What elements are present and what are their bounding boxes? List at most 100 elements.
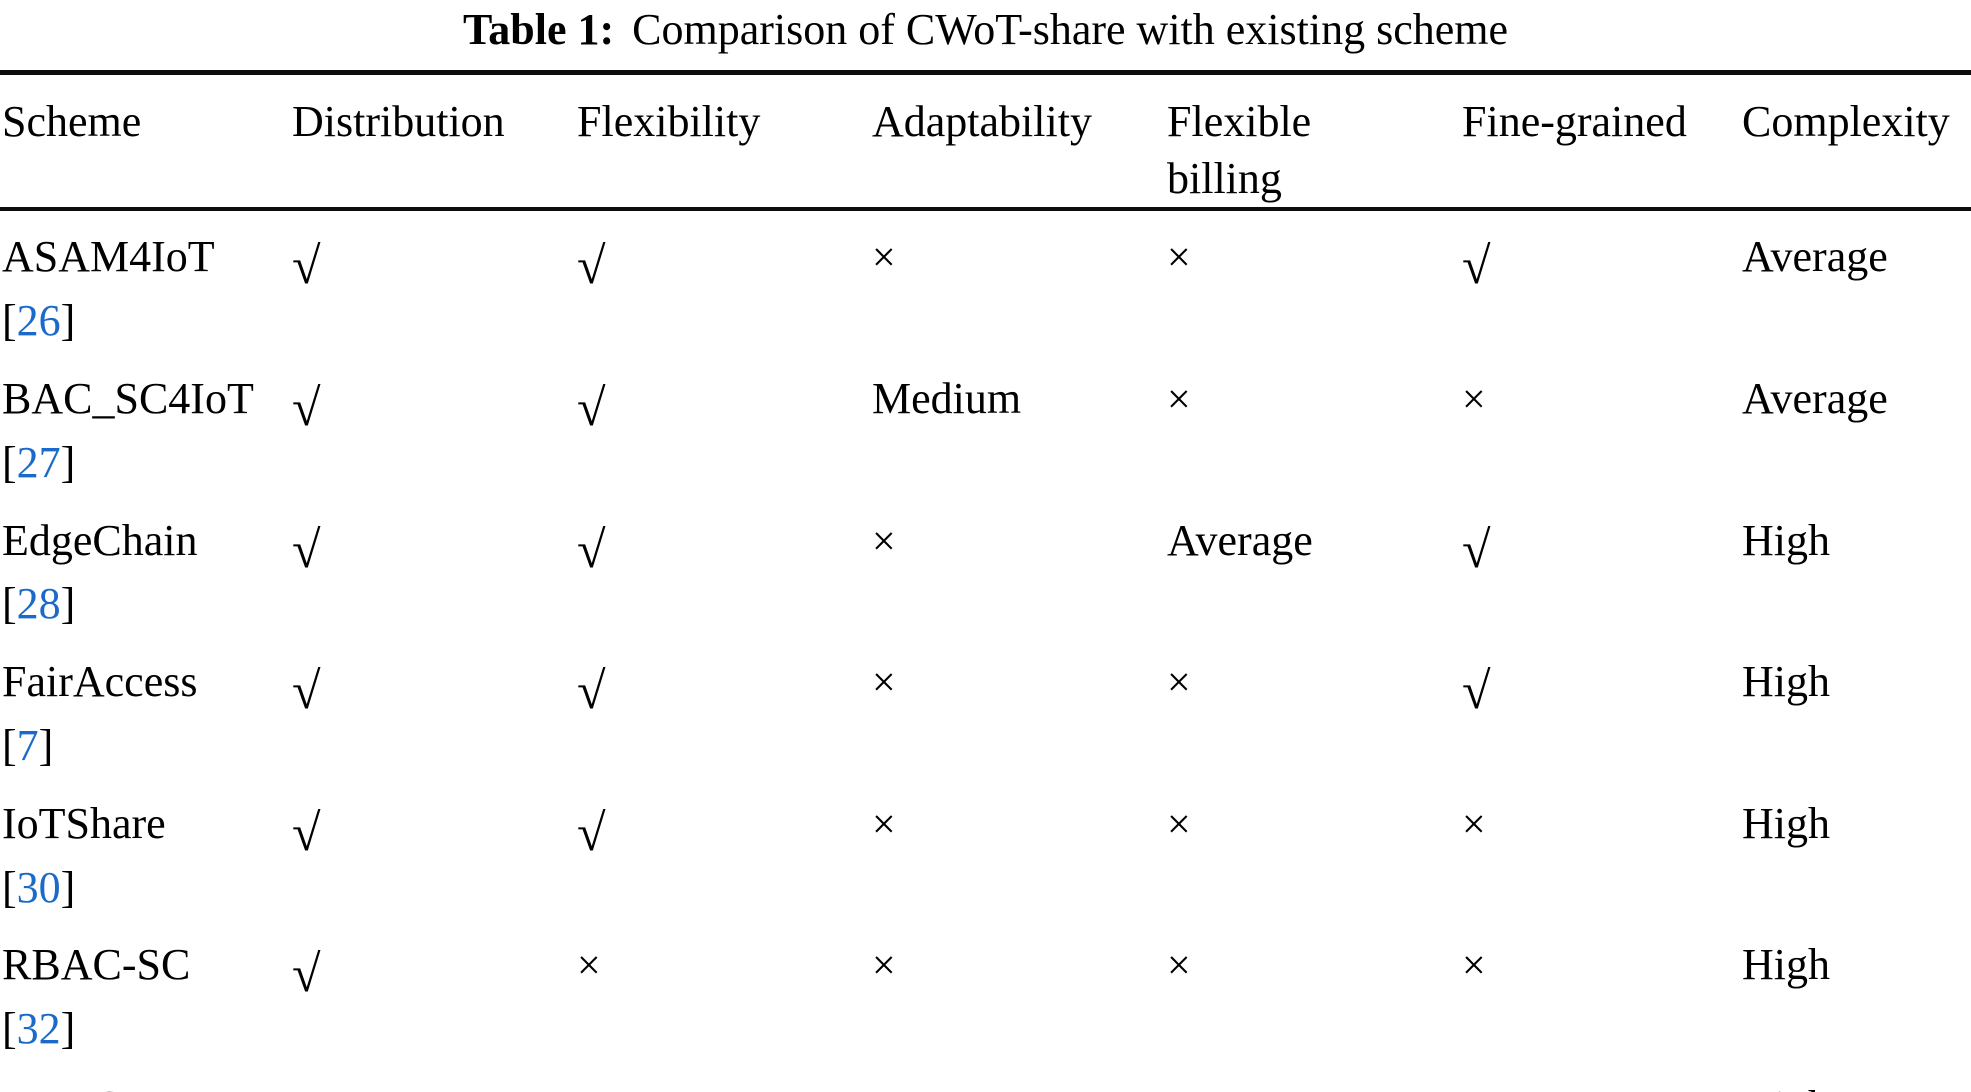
- cross-mark: ×: [872, 660, 896, 707]
- citation-number[interactable]: 32: [16, 1004, 61, 1054]
- cross-mark: ×: [1167, 660, 1191, 707]
- column-header-flexibility: Flexibility: [575, 72, 870, 212]
- cell-distribution: ×: [290, 1061, 575, 1092]
- check-mark: √: [292, 804, 321, 862]
- column-header-label: Flexible billing: [1167, 97, 1312, 204]
- cell-fine_grained: √: [1460, 495, 1740, 637]
- cross-mark: ×: [1167, 376, 1191, 423]
- cell-distribution: √: [290, 495, 575, 637]
- citation-link[interactable]: [7]: [2, 714, 282, 778]
- cross-mark: ×: [577, 943, 601, 990]
- citation-link[interactable]: [27]: [2, 431, 282, 495]
- check-mark: √: [292, 946, 321, 1004]
- table-row: ASAM4IoT [26] √ √ × × √ Average: [0, 209, 1971, 353]
- scheme-name: IoTShare: [2, 798, 166, 848]
- citation-number[interactable]: 28: [16, 579, 61, 629]
- cell-adaptability: ×: [870, 636, 1165, 778]
- cell-flexibility: √: [575, 636, 870, 778]
- cell-value: High: [1742, 515, 1830, 565]
- citation-link[interactable]: [26]: [2, 289, 282, 353]
- scheme-name: EdgeChain: [2, 515, 198, 565]
- cell-fine_grained: √: [1460, 636, 1740, 778]
- cross-mark: ×: [1167, 801, 1191, 848]
- cross-mark: ×: [872, 235, 896, 282]
- column-header-label: Distribution: [292, 97, 505, 146]
- cross-mark: ×: [1167, 235, 1191, 282]
- cell-flexible_billing: ×: [1165, 353, 1460, 495]
- citation-number[interactable]: 26: [16, 296, 61, 346]
- cross-mark: ×: [292, 1083, 316, 1092]
- cross-mark: ×: [1167, 943, 1191, 990]
- cell-flexible_billing: ×: [1165, 778, 1460, 920]
- citation-close-bracket: ]: [60, 296, 76, 346]
- cell-adaptability: ×: [870, 1061, 1165, 1092]
- table-row: RBAC4WoT [8] × × × × × High: [0, 1061, 1971, 1092]
- citation-close-bracket: ]: [38, 720, 54, 770]
- cell-value: High: [1742, 657, 1830, 707]
- scheme-cell: IoTShare [30]: [0, 778, 290, 920]
- cell-value: Average: [1742, 232, 1888, 282]
- column-header-adaptability: Adaptability: [870, 72, 1165, 212]
- cell-complexity: High: [1740, 1061, 1971, 1092]
- check-mark: √: [577, 238, 606, 296]
- citation-link[interactable]: [28]: [2, 572, 282, 636]
- scheme-name: BAC_SC4IoT: [2, 373, 254, 423]
- citation-open-bracket: [: [2, 437, 17, 487]
- table-row: BAC_SC4IoT [27] √ √ Medium × × Average: [0, 353, 1971, 495]
- cell-adaptability: ×: [870, 209, 1165, 353]
- cell-adaptability: ×: [870, 495, 1165, 637]
- cell-flexible_billing: ×: [1165, 636, 1460, 778]
- citation-open-bracket: [: [2, 862, 17, 912]
- cell-value: High: [1742, 798, 1830, 848]
- header-row: Scheme Distribution Flexibility Adaptabilit…: [0, 72, 1971, 212]
- check-mark: √: [1462, 238, 1491, 296]
- cell-flexibility: √: [575, 778, 870, 920]
- cell-value: Average: [1167, 515, 1313, 565]
- cell-distribution: √: [290, 778, 575, 920]
- cell-flexibility: ×: [575, 1061, 870, 1092]
- scheme-name: FairAccess: [2, 657, 198, 707]
- column-header-label: Fine-grained: [1462, 97, 1687, 146]
- cell-fine_grained: ×: [1460, 778, 1740, 920]
- citation-close-bracket: ]: [60, 437, 76, 487]
- column-header-fine_grained: Fine-grained: [1460, 72, 1740, 212]
- cell-value: Medium: [872, 373, 1022, 423]
- citation-link[interactable]: [30]: [2, 856, 282, 920]
- cell-adaptability: ×: [870, 778, 1165, 920]
- check-mark: √: [292, 238, 321, 296]
- citation-open-bracket: [: [2, 579, 17, 629]
- cell-adaptability: ×: [870, 919, 1165, 1061]
- cell-value: High: [1742, 940, 1830, 990]
- column-header-flexible_billing: Flexible billing: [1165, 72, 1460, 212]
- citation-open-bracket: [: [2, 296, 17, 346]
- column-header-scheme: Scheme: [0, 72, 290, 212]
- citation-link[interactable]: [32]: [2, 997, 282, 1061]
- table-caption-label: Table 1:: [462, 5, 615, 54]
- table-row: IoTShare [30] √ √ × × × High: [0, 778, 1971, 920]
- check-mark: √: [292, 379, 321, 437]
- cell-complexity: High: [1740, 919, 1971, 1061]
- scheme-cell: RBAC4WoT [8]: [0, 1061, 290, 1092]
- cross-mark: ×: [1462, 376, 1486, 423]
- citation-number[interactable]: 27: [16, 437, 61, 487]
- check-mark: √: [577, 804, 606, 862]
- citation-number[interactable]: 30: [16, 862, 61, 912]
- table-caption: Table 1: Comparison of CWoT-share with e…: [0, 0, 1971, 70]
- table-row: EdgeChain [28] √ √ × Average √ High: [0, 495, 1971, 637]
- cross-mark: ×: [1462, 943, 1486, 990]
- citation-close-bracket: ]: [60, 862, 76, 912]
- scheme-cell: ASAM4IoT [26]: [0, 209, 290, 353]
- scheme-name: RBAC-SC: [2, 940, 191, 990]
- citation-number[interactable]: 7: [16, 720, 39, 770]
- check-mark: √: [577, 379, 606, 437]
- column-header-label: Adaptability: [872, 97, 1092, 146]
- table-caption-text: Comparison of CWoT-share with existing s…: [632, 5, 1509, 54]
- cross-mark: ×: [1462, 801, 1486, 848]
- cell-fine_grained: ×: [1460, 1061, 1740, 1092]
- citation-open-bracket: [: [2, 720, 17, 770]
- cell-flexibility: √: [575, 209, 870, 353]
- table-body: ASAM4IoT [26] √ √ × × √ Average BAC_SC4IoT [2…: [0, 209, 1971, 1092]
- cross-mark: ×: [872, 801, 896, 848]
- cell-complexity: High: [1740, 778, 1971, 920]
